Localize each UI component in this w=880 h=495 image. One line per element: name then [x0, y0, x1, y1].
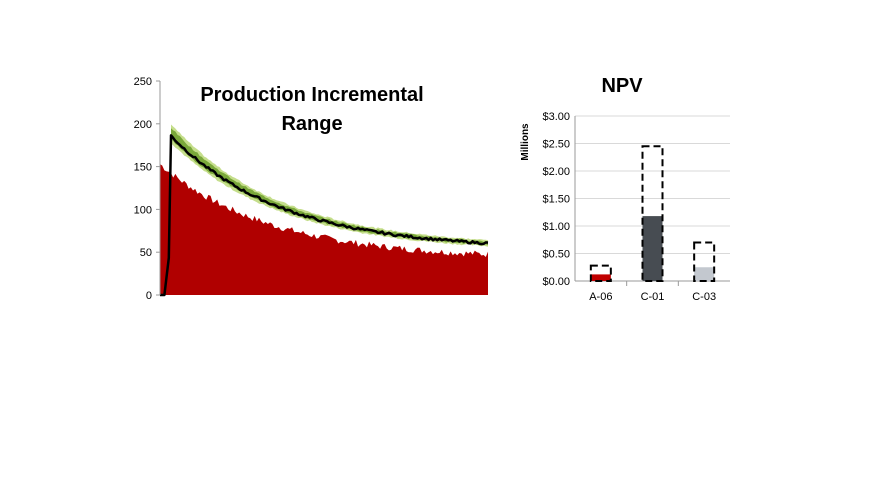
production-chart: 0 50 100 150 200 250 Production Incremental R…	[134, 76, 489, 302]
npv-y-tick-label: $1.00	[542, 221, 570, 233]
npv-upside-bar-a-06	[589, 264, 612, 283]
npv-y-tick-label: $0.50	[542, 249, 570, 261]
production-y-tick-label: 0	[146, 290, 152, 302]
npv-y-tick-label: $2.50	[542, 139, 570, 151]
npv-chart: NPV Millions $0.00 $0.50 $1.00 $1.50 $2.00 $2…	[520, 75, 730, 303]
npv-x-tick-label: C-03	[692, 291, 716, 303]
production-y-axis: 0 50 100 150 200 250	[134, 76, 160, 302]
npv-bar-c-01	[642, 216, 663, 281]
production-y-tick-label: 250	[134, 76, 152, 88]
npv-x-tick-label: C-01	[641, 291, 665, 303]
npv-bar-c-03	[694, 267, 715, 281]
npv-y-tick-label: $1.50	[542, 194, 570, 206]
production-y-tick-label: 100	[134, 204, 152, 216]
npv-y-axis: $0.00 $0.50 $1.00 $1.50 $2.00 $2.50 $3.00	[542, 111, 570, 288]
npv-units-label: Millions	[520, 123, 531, 161]
npv-y-tick-label: $0.00	[542, 276, 570, 288]
npv-x-axis: A-06 C-01 C-03	[589, 291, 716, 303]
base-production-area	[160, 164, 488, 295]
production-y-tick-label: 150	[134, 162, 152, 174]
npv-x-tick-label: A-06	[589, 291, 612, 303]
npv-y-tick-label: $2.00	[542, 166, 570, 178]
incremental-forecast-line	[160, 134, 489, 297]
npv-bars	[589, 145, 716, 283]
production-y-tick-label: 50	[140, 247, 152, 259]
npv-upside-bar-c-01	[641, 145, 664, 282]
production-y-tick-label: 200	[134, 119, 152, 131]
npv-upside-bar-c-03	[693, 241, 716, 282]
production-title-line-1: Production Incremental	[200, 84, 423, 106]
npv-bar-a-06	[590, 274, 611, 281]
npv-y-tick-label: $3.00	[542, 111, 570, 123]
npv-title: NPV	[601, 75, 643, 97]
production-title-line-2: Range	[281, 113, 342, 135]
